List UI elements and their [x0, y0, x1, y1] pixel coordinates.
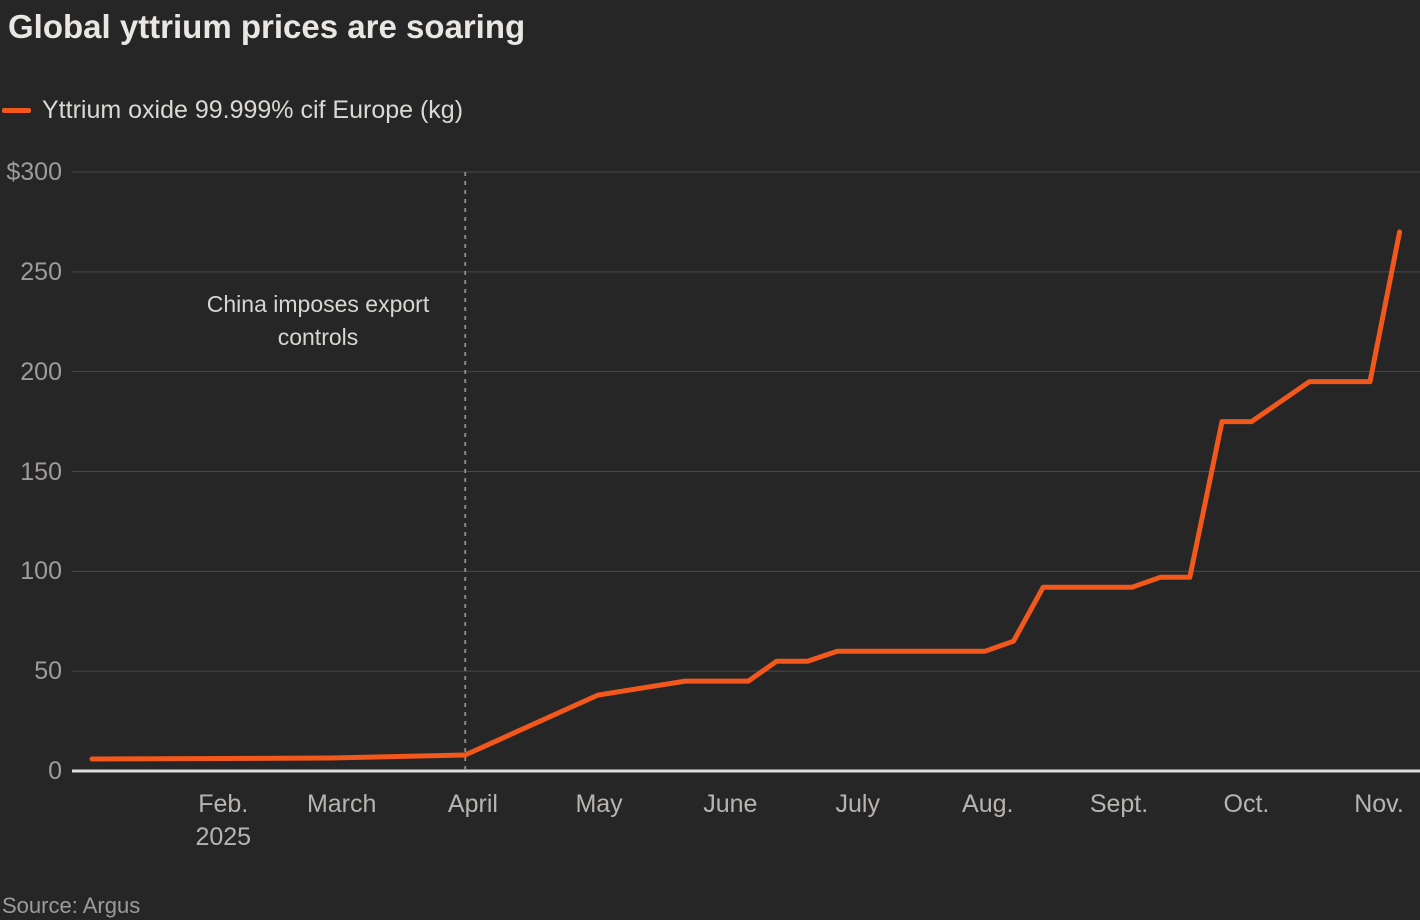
x-tick-label: Aug.: [962, 790, 1014, 818]
price-line: [89, 229, 1403, 762]
x-tick-label: Sept.: [1089, 790, 1149, 818]
x-tick-july: July: [836, 788, 880, 821]
chart-title: Global yttrium prices are soaring: [8, 8, 526, 45]
y-tick-0: 0: [48, 757, 62, 785]
y-tick-100: 100: [20, 557, 62, 586]
x-tick-feb: Feb. 2025: [195, 788, 251, 854]
legend-swatch-line-icon: [2, 108, 31, 113]
legend: Yttrium oxide 99.999% cif Europe (kg): [2, 96, 463, 125]
x-tick-label: April: [447, 790, 498, 818]
x-tick-label: Nov.: [1354, 790, 1404, 818]
x-tick-may: May: [575, 788, 622, 821]
x-tick-label: July: [835, 790, 880, 818]
annotation-line-2: controls: [277, 324, 359, 350]
x-tick-label: May: [575, 790, 623, 818]
x-tick-aug: Aug.: [962, 788, 1013, 821]
x-tick-label: Oct.: [1223, 790, 1270, 818]
y-tick-200: 200: [20, 357, 62, 386]
x-tick-march: March: [307, 788, 376, 821]
x-tick-label: March: [306, 790, 377, 818]
y-tick-250: 250: [20, 257, 62, 286]
y-tick-150: 150: [20, 457, 62, 486]
legend-label: Yttrium oxide 99.999% cif Europe (kg): [42, 96, 464, 124]
x-tick-oct: Oct.: [1224, 788, 1270, 821]
y-tick-50: 50: [34, 657, 62, 686]
x-tick-sept: Sept.: [1090, 788, 1148, 821]
x-tick-nov: Nov.: [1354, 788, 1404, 821]
x-tick-year-label: 2025: [195, 823, 252, 851]
annotation: China imposes export controls: [207, 288, 429, 354]
x-tick-april: April: [448, 788, 498, 821]
source-note: Source: Argus: [2, 893, 141, 918]
x-tick-label: June: [703, 790, 758, 818]
x-tick-june: June: [703, 788, 757, 821]
y-tick-300: $300: [6, 158, 62, 186]
x-tick-label: Feb.: [198, 790, 249, 818]
annotation-line-1: China imposes export: [206, 291, 430, 317]
